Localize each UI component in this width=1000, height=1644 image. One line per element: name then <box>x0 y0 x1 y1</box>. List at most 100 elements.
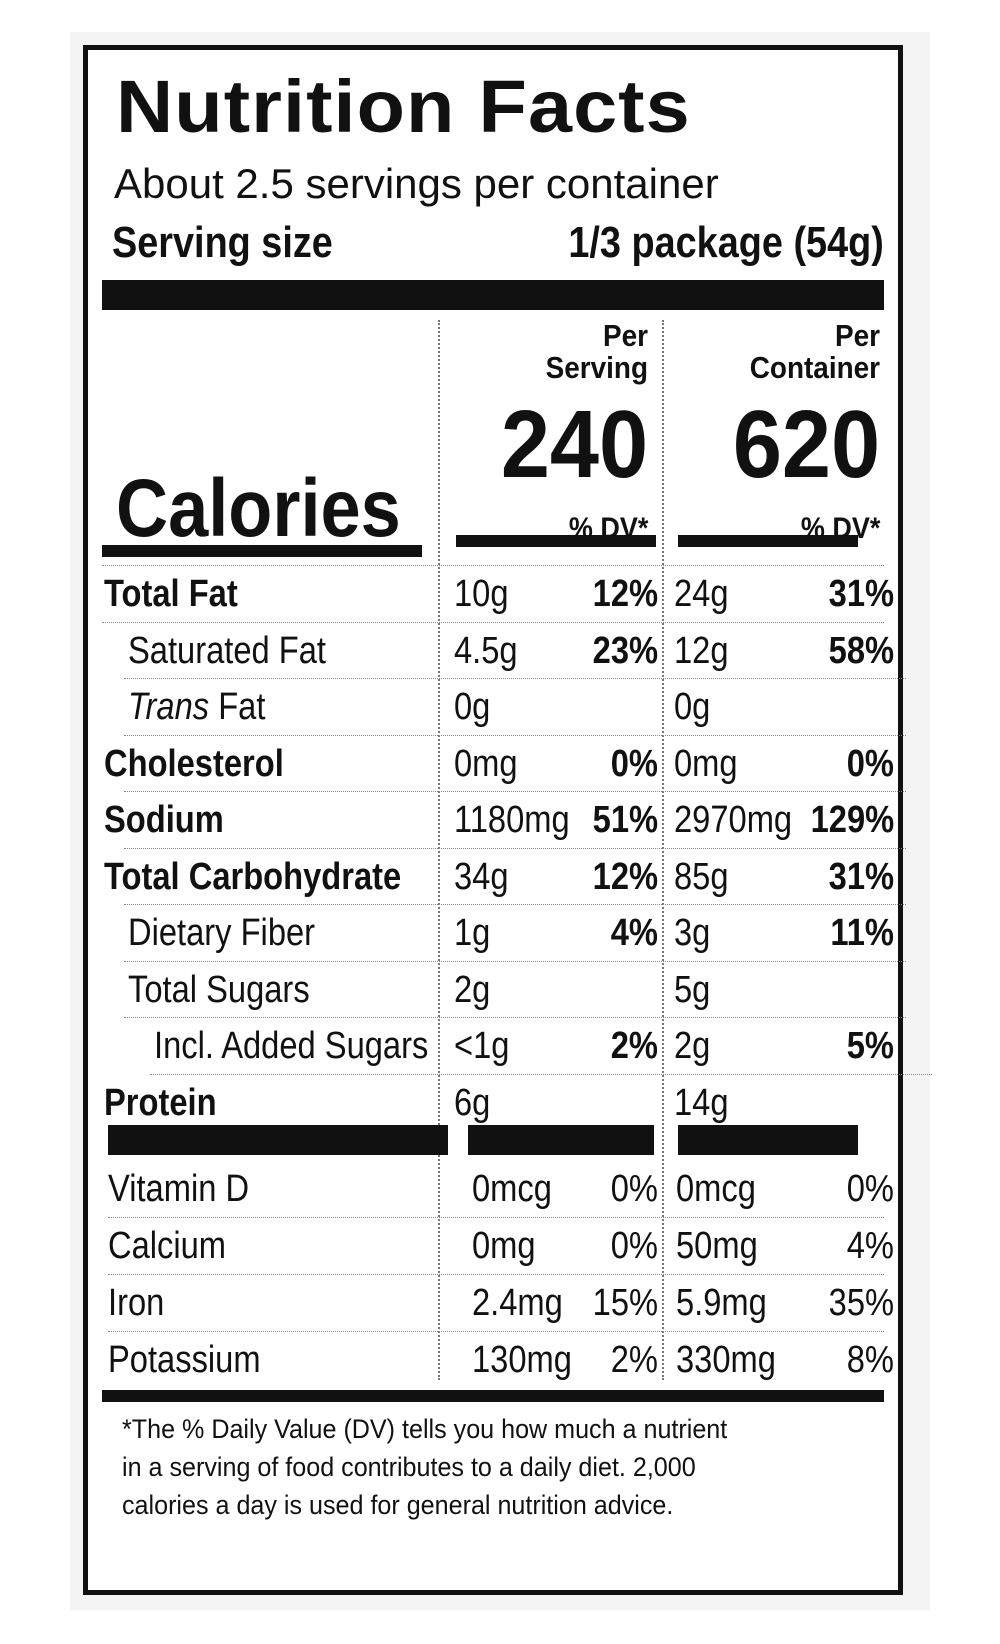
serving-amount: 34g <box>454 855 509 898</box>
nutrient-label: Total Fat <box>104 573 238 615</box>
nutrient-row: Total Carbohydrate 34g 12% 85g 31% <box>88 848 908 904</box>
nutrition-facts-panel: Nutrition Facts About 2.5 servings per c… <box>83 45 932 1595</box>
thick-divider-vitamins-label <box>108 1125 448 1155</box>
nutrient-row: Cholesterol 0mg 0% 0mg 0% <box>88 735 908 791</box>
container-daily-value: 31% <box>828 573 894 615</box>
serving-size-label: Serving size <box>112 218 333 267</box>
serving-amount: 2g <box>454 968 491 1011</box>
serving-daily-value: 2% <box>610 1025 658 1067</box>
container-daily-value: 0% <box>846 1168 894 1210</box>
calories-label: Calories <box>116 463 401 554</box>
nutrient-label: Total Sugars <box>128 968 310 1011</box>
serving-daily-value: 4% <box>610 912 658 954</box>
container-amount: 3g <box>674 912 711 954</box>
nutrient-label: Total Carbohydrate <box>104 855 402 898</box>
serving-daily-value: 0% <box>610 1168 658 1210</box>
container-amount: 5.9mg <box>676 1282 767 1324</box>
container-amount: 330mg <box>676 1339 776 1381</box>
container-daily-value: 129% <box>810 799 894 841</box>
footnote-line-1: *The % Daily Value (DV) tells you how mu… <box>122 1414 728 1444</box>
row-divider <box>124 1017 906 1018</box>
per-container-header-line2: Container <box>749 350 880 385</box>
nutrient-label-rest: Fat <box>209 686 266 728</box>
row-divider <box>124 791 906 792</box>
row-divider <box>124 847 906 849</box>
serving-daily-value: 12% <box>592 573 658 615</box>
serving-size-value: 1/3 package (54g) <box>568 218 884 267</box>
calories-underline-serving <box>456 535 656 547</box>
vitamin-row: Calcium 0mg 0% 50mg 4% <box>88 1217 908 1273</box>
panel-title: Nutrition Facts <box>116 65 691 148</box>
per-serving-header-line2: Serving <box>545 350 648 385</box>
per-serving-header-line1: Per <box>603 318 648 353</box>
serving-amount: 1180mg <box>454 799 570 841</box>
servings-per-container: About 2.5 servings per container <box>114 160 719 207</box>
row-divider <box>150 1073 932 1075</box>
nutrient-row: Dietary Fiber 1g 4% 3g 11% <box>88 904 908 960</box>
column-divider-2 <box>662 320 664 1380</box>
serving-amount: 6g <box>454 1081 491 1124</box>
container-amount: 24g <box>674 573 729 615</box>
container-amount: 2970mg <box>674 799 793 841</box>
container-amount: 12g <box>674 629 729 672</box>
per-serving-header: Per Serving <box>468 320 648 384</box>
container-amount: 0mg <box>674 742 738 785</box>
serving-amount: <1g <box>454 1025 510 1067</box>
nutrient-label-italic: Trans <box>128 686 210 728</box>
container-daily-value: 11% <box>830 912 894 954</box>
serving-amount: 10g <box>454 573 509 615</box>
daily-value-footnote: *The % Daily Value (DV) tells you how mu… <box>122 1410 882 1524</box>
nutrient-row: Incl. Added Sugars <1g 2% 2g 5% <box>88 1017 908 1073</box>
serving-daily-value: 23% <box>592 629 658 672</box>
row-divider <box>108 1274 884 1275</box>
column-divider-1 <box>438 320 440 1380</box>
container-daily-value: 5% <box>846 1025 894 1067</box>
nutrient-row: Total Fat 10g 12% 24g 31% <box>88 565 908 621</box>
serving-amount: 4.5g <box>454 629 518 672</box>
container-amount: 0mcg <box>676 1168 756 1210</box>
nutrient-label: Dietary Fiber <box>128 912 316 954</box>
container-daily-value: 8% <box>846 1339 894 1381</box>
serving-daily-value: 0% <box>610 742 658 785</box>
row-divider <box>124 960 906 962</box>
serving-amount: 2.4mg <box>472 1282 563 1324</box>
container-amount: 85g <box>674 855 729 898</box>
serving-daily-value: 12% <box>592 855 658 898</box>
vitamin-label: Potassium <box>108 1339 261 1381</box>
container-daily-value: 31% <box>828 855 894 898</box>
row-divider <box>124 734 906 736</box>
nutrient-label: Saturated Fat <box>128 629 327 672</box>
nutrient-label: Protein <box>104 1081 217 1124</box>
nutrient-row: Saturated Fat 4.5g 23% 12g 58% <box>88 622 908 678</box>
nutrient-label: Cholesterol <box>104 742 284 785</box>
calories-underline-container <box>678 535 858 547</box>
serving-amount: 1g <box>454 912 491 954</box>
vitamin-label: Calcium <box>108 1225 227 1267</box>
container-amount: 5g <box>674 968 711 1011</box>
serving-amount: 0mg <box>472 1225 536 1267</box>
container-daily-value: 58% <box>828 629 894 672</box>
serving-daily-value: 15% <box>592 1282 658 1324</box>
footnote-line-3: calories a day is used for general nutri… <box>122 1490 674 1520</box>
serving-amount: 0g <box>454 686 491 728</box>
vitamin-row: Iron 2.4mg 15% 5.9mg 35% <box>88 1274 908 1330</box>
thick-divider-vitamins-serving <box>468 1125 654 1155</box>
calories-per-container: 620 <box>732 391 880 498</box>
vitamin-label: Vitamin D <box>108 1168 250 1210</box>
thick-divider-bottom <box>102 1390 884 1402</box>
row-divider <box>108 1331 884 1332</box>
row-divider <box>102 621 884 623</box>
container-daily-value: 0% <box>846 742 894 785</box>
per-container-header-line1: Per <box>835 318 880 353</box>
thick-divider-vitamins-container <box>678 1125 858 1155</box>
thick-divider-top <box>102 280 884 310</box>
nutrient-row: Trans Fat 0g 0g <box>88 678 908 734</box>
row-divider <box>108 1217 884 1218</box>
vitamin-label: Iron <box>108 1282 165 1324</box>
footnote-line-2: in a serving of food contributes to a da… <box>122 1452 696 1482</box>
vitamin-row: Potassium 130mg 2% 330mg 8% <box>88 1331 908 1387</box>
serving-daily-value: 0% <box>610 1225 658 1267</box>
per-container-header: Per Container <box>682 320 880 384</box>
nutrient-label: Incl. Added Sugars <box>154 1025 429 1067</box>
dv-header-container: % DV* <box>800 512 880 545</box>
